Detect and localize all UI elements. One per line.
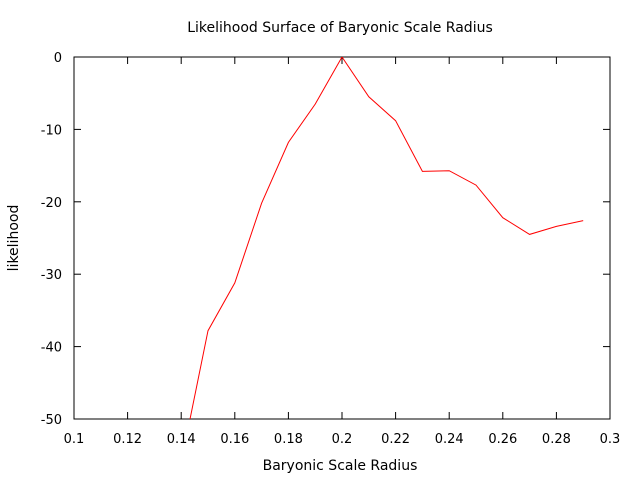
y-tick-label: -20	[41, 196, 62, 211]
x-tick-label: 0.26	[488, 432, 517, 447]
y-tick-label: 0	[54, 51, 62, 66]
x-axis-label: Baryonic Scale Radius	[263, 458, 418, 474]
y-tick-label: -40	[41, 341, 62, 356]
series-line	[189, 57, 584, 419]
x-tick-label: 0.14	[167, 432, 196, 447]
y-axis-ticks: 0 -10 -20 -30 -40 -50	[41, 51, 610, 428]
x-tick-label: 0.28	[542, 432, 571, 447]
x-tick-label: 0.2	[332, 432, 353, 447]
y-axis-label: likelihood	[6, 205, 22, 272]
y-tick-label: -30	[41, 268, 62, 283]
y-tick-label: -10	[41, 123, 62, 138]
x-tick-label: 0.1	[64, 432, 85, 447]
chart-title: Likelihood Surface of Baryonic Scale Rad…	[187, 20, 493, 36]
x-axis-ticks: 0.1 0.12 0.14 0.16 0.18 0.2 0.22 0.24 0.26 0.28 0.…	[64, 57, 621, 447]
x-tick-label: 0.3	[600, 432, 621, 447]
plot-frame	[73, 56, 611, 420]
y-tick-label: -50	[41, 413, 62, 428]
x-tick-label: 0.12	[113, 432, 142, 447]
x-tick-label: 0.22	[381, 432, 410, 447]
x-tick-label: 0.24	[435, 432, 464, 447]
x-tick-label: 0.18	[274, 432, 303, 447]
x-tick-label: 0.16	[220, 432, 249, 447]
series-layer	[189, 57, 584, 419]
